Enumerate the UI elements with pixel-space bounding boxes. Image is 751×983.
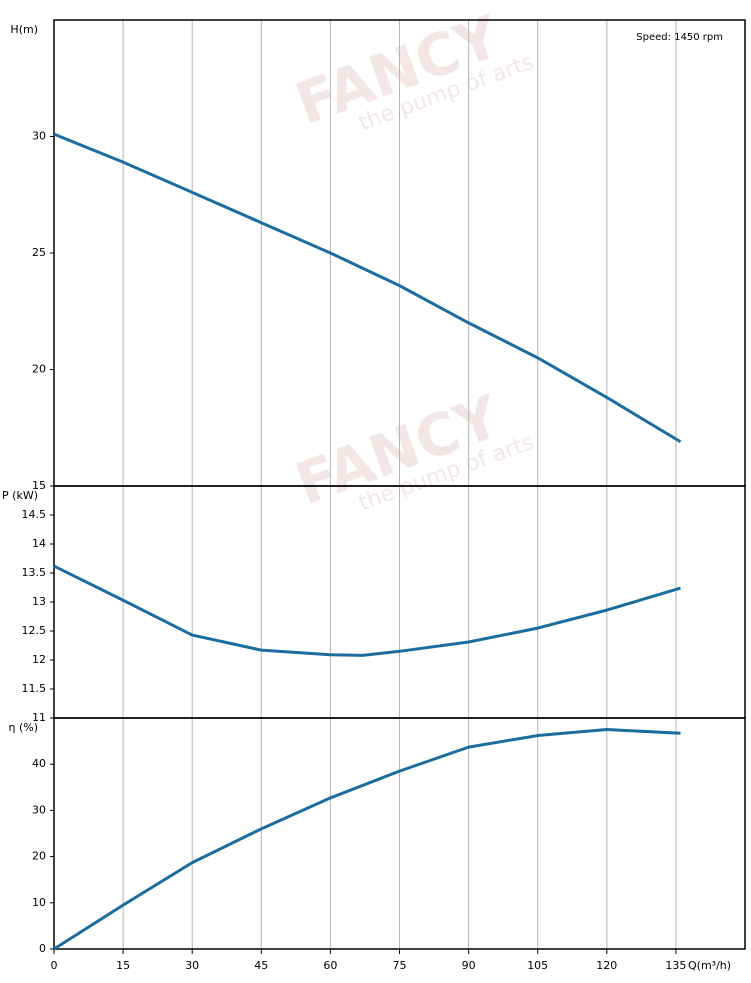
y-tick-label: 15 [32, 479, 46, 492]
y-tick-label: 30 [32, 803, 46, 816]
y-tick-label: 20 [32, 850, 46, 863]
y-tick-label: 40 [32, 757, 46, 770]
y-tick-label: 13.5 [22, 566, 47, 579]
y-axis-label: P (kW) [2, 489, 38, 502]
y-tick-label: 0 [39, 942, 46, 955]
watermark: FANCY the pump of arts FANCY the pump of… [287, 2, 537, 518]
x-tick-label: 120 [596, 959, 617, 972]
y-tick-label: 25 [32, 246, 46, 259]
y-axis-label: H(m) [10, 23, 38, 36]
y-tick-label: 14.5 [22, 508, 47, 521]
x-tick-label: 105 [527, 959, 548, 972]
x-axis-label: Q(m³/h) [688, 959, 731, 972]
y-axis-label: η (%) [8, 721, 38, 734]
y-tick-label: 11 [32, 711, 46, 724]
x-tick-label: 90 [462, 959, 476, 972]
x-tick-label: 60 [323, 959, 337, 972]
annotation: Speed: 1450 rpm [636, 32, 723, 43]
y-tick-label: 10 [32, 896, 46, 909]
curve [53, 728, 681, 951]
y-tick-label: 20 [32, 363, 46, 376]
y-tick-label: 12.5 [22, 624, 47, 637]
x-tick-label: 45 [254, 959, 268, 972]
curve [53, 564, 681, 657]
y-tick-label: 14 [32, 537, 46, 550]
y-tick-label: 11.5 [22, 682, 47, 695]
y-tick-label: 13 [32, 595, 46, 608]
y-tick-label: 12 [32, 653, 46, 666]
x-tick-label: 0 [51, 959, 58, 972]
curve [53, 132, 682, 444]
x-tick-label: 15 [116, 959, 130, 972]
x-tick-label: 30 [185, 959, 199, 972]
x-tick-label: 135 [665, 959, 686, 972]
x-tick-label: 75 [393, 959, 407, 972]
panel-frame [53, 717, 746, 950]
y-tick-label: 30 [32, 130, 46, 143]
